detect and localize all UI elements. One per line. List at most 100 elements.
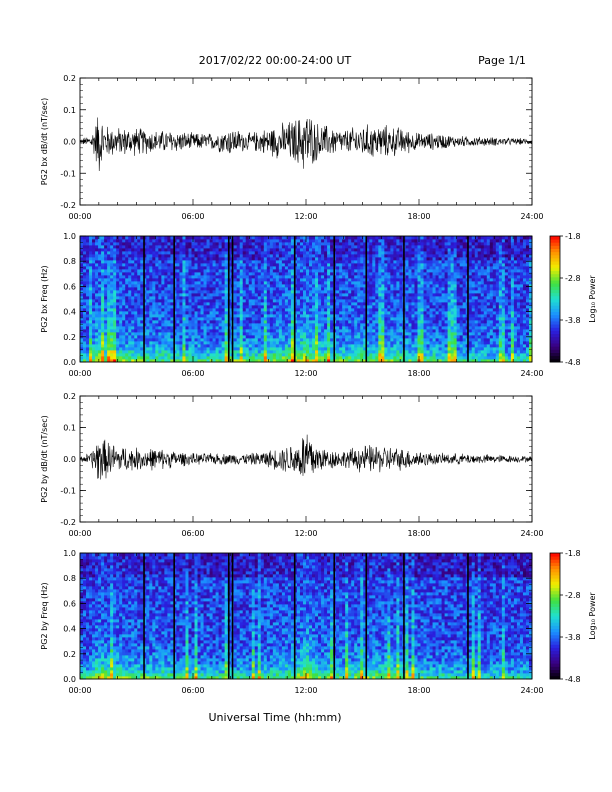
- spectrogram-cell: [342, 341, 346, 345]
- spectrogram-cell: [191, 272, 195, 276]
- spectrogram-cell: [248, 236, 253, 240]
- spectrogram-cell: [363, 296, 367, 300]
- spectrogram-cell: [185, 248, 189, 252]
- spectrogram-cell: [113, 251, 117, 255]
- spectrogram-cell: [98, 251, 102, 255]
- spectrogram-cell: [357, 356, 361, 360]
- spectrogram-cell: [158, 248, 162, 252]
- spectrogram-cell: [266, 242, 271, 246]
- spectrogram-cell: [339, 347, 343, 351]
- spectrogram-cell: [137, 263, 141, 267]
- spectrogram-cell: [417, 353, 421, 357]
- spectrogram-cell: [212, 335, 216, 339]
- spectrogram-cell: [357, 335, 361, 339]
- spectrogram-cell: [185, 236, 189, 240]
- spectrogram-cell: [399, 323, 403, 327]
- spectrogram-cell: [80, 299, 84, 303]
- spectrogram-cell: [275, 311, 280, 315]
- spectrogram-cell: [417, 260, 421, 264]
- spectrogram-cell: [179, 245, 183, 249]
- spectrogram-cell: [209, 317, 213, 321]
- spectrogram-cell: [345, 275, 349, 279]
- spectrogram-cell: [137, 317, 141, 321]
- spectrogram-cell: [363, 245, 367, 249]
- spectrogram-cell: [327, 236, 331, 240]
- spectrogram-cell: [95, 335, 99, 339]
- spectrogram-cell: [125, 326, 129, 330]
- spectrogram-cell: [245, 320, 250, 324]
- spectrogram-cell: [411, 338, 415, 342]
- spectrogram-cell: [200, 269, 204, 273]
- spectrogram-cell: [414, 257, 418, 261]
- spectrogram-cell: [110, 320, 114, 324]
- spectrogram-cell: [417, 254, 421, 258]
- spectrogram-cell: [281, 305, 286, 309]
- spectrogram-cell: [122, 332, 126, 336]
- spectrogram-cell: [101, 341, 105, 345]
- spectrogram-cell: [390, 272, 394, 276]
- spectrogram-cell: [104, 311, 108, 315]
- spectrogram-cell: [173, 353, 177, 357]
- spectrogram-cell: [86, 320, 90, 324]
- spectrogram-cell: [176, 320, 180, 324]
- spectrogram-cell: [251, 302, 256, 306]
- spectrogram-cell: [420, 359, 424, 363]
- spectrogram-cell: [405, 350, 409, 354]
- spectrogram-cell: [176, 332, 180, 336]
- spectrogram-cell: [351, 242, 355, 246]
- spectrogram-cell: [354, 314, 358, 318]
- spectrogram-cell: [236, 287, 241, 291]
- spectrogram-cell: [263, 275, 268, 279]
- spectrogram-cell: [263, 245, 268, 249]
- spectrogram-cell: [351, 269, 355, 273]
- spectrogram-cell: [236, 344, 241, 348]
- spectrogram-cell: [194, 245, 198, 249]
- spectrogram-cell: [125, 311, 129, 315]
- spectrogram-cell: [197, 272, 201, 276]
- spectrogram-cell: [134, 281, 138, 285]
- spectrogram-cell: [381, 314, 385, 318]
- spectrogram-cell: [327, 350, 331, 354]
- spectrogram-cell: [369, 299, 373, 303]
- waveform-line: [79, 117, 533, 171]
- spectrogram-cell: [185, 329, 189, 333]
- spectrogram-cell: [257, 242, 262, 246]
- spectrogram-cell: [363, 326, 367, 330]
- spectrogram-cell: [399, 317, 403, 321]
- spectrogram-cell: [152, 296, 156, 300]
- spectrogram-cell: [393, 239, 397, 243]
- spectrogram-cell: [269, 257, 274, 261]
- spectrogram-cell: [278, 260, 283, 264]
- spectrogram-cell: [209, 287, 213, 291]
- spectrogram-cell: [278, 359, 283, 363]
- spectrogram-cell: [221, 326, 226, 330]
- spectrogram-cell: [363, 284, 367, 288]
- spectrogram-cell: [269, 287, 274, 291]
- spectrogram-cell: [278, 296, 283, 300]
- spectrogram-cell: [143, 350, 147, 354]
- spectrogram-cell: [423, 314, 427, 318]
- spectrogram-cell: [224, 278, 229, 282]
- spectrogram-cell: [393, 272, 397, 276]
- spectrogram-cell: [327, 281, 331, 285]
- spectrogram-cell: [375, 359, 379, 363]
- spectrogram-cell: [260, 266, 265, 270]
- spectrogram-cell: [209, 299, 213, 303]
- spectrogram-cell: [339, 260, 343, 264]
- spectrogram-cell: [417, 326, 421, 330]
- spectrogram-cell: [357, 251, 361, 255]
- spectrogram-cell: [384, 335, 388, 339]
- spectrogram-cell: [387, 335, 391, 339]
- spectrogram-cell: [381, 236, 385, 240]
- spectrogram-cell: [299, 314, 304, 318]
- spectrogram-cell: [215, 245, 220, 249]
- spectrogram-cell: [89, 305, 93, 309]
- spectrogram-cell: [152, 311, 156, 315]
- spectrogram-cell: [206, 269, 210, 273]
- spectrogram-cell: [390, 314, 394, 318]
- spectrogram-cell: [92, 341, 96, 345]
- spectrogram-cell: [408, 239, 412, 243]
- spectrogram-cell: [375, 326, 379, 330]
- spectrogram-cell: [309, 350, 313, 354]
- spectrogram-cell: [429, 359, 433, 363]
